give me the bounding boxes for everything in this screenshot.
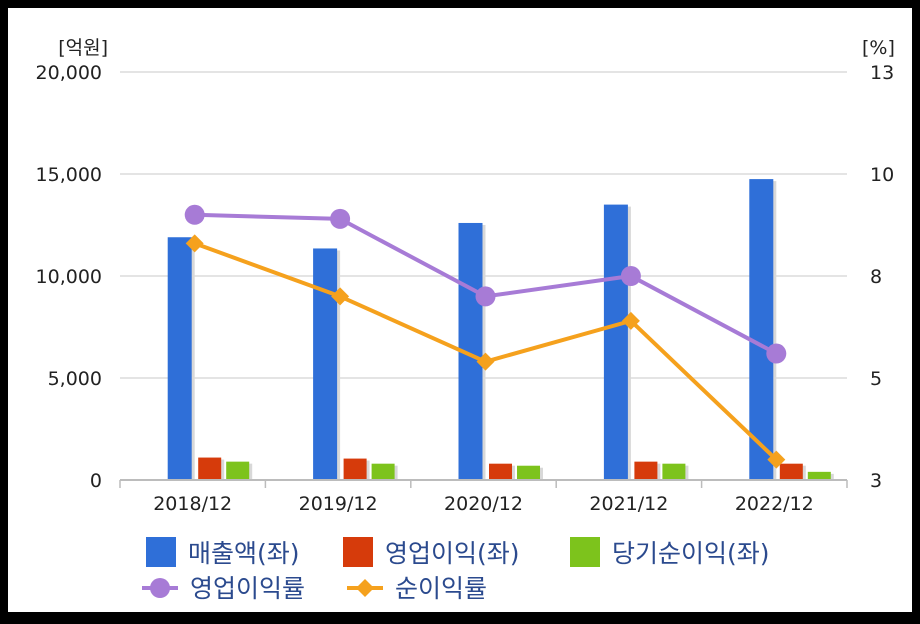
legend-swatch — [343, 537, 373, 567]
legend-label: 영업이익(좌) — [385, 539, 520, 568]
legend-label: 영업이익률 — [190, 574, 305, 603]
left-axis-unit: [억원] — [58, 37, 108, 59]
right-axis-unit: [%] — [862, 37, 895, 59]
legend-label: 순이익률 — [395, 574, 487, 603]
right-tick-label: 3 — [870, 470, 882, 492]
bar-당기순이익(좌) — [371, 463, 395, 480]
legend-swatch — [146, 537, 176, 567]
line-series — [184, 204, 787, 469]
point-순이익률 — [331, 287, 350, 306]
bar-당기순이익(좌) — [807, 471, 831, 480]
point-영업이익률 — [184, 204, 205, 225]
right-tick-label: 10 — [870, 164, 894, 186]
bar-영업이익(좌) — [779, 463, 803, 480]
x-tick-label: 2021/12 — [589, 493, 668, 515]
legend-label: 당기순이익(좌) — [612, 539, 770, 568]
bar-매출액(좌) — [603, 204, 628, 480]
bar-매출액(좌) — [167, 237, 192, 480]
x-tick-label: 2019/12 — [299, 493, 378, 515]
legend: 매출액(좌) 영업이익(좌) 당기순이익(좌) 영업이익률 순이익률 — [142, 537, 770, 603]
right-tick-label: 5 — [870, 368, 882, 390]
watermark: 부자의 책장 — [818, 580, 892, 598]
bar-영업이익(좌) — [489, 463, 512, 480]
left-tick-label: 20,000 — [36, 62, 102, 84]
x-axis-ticks: 2018/12 2019/12 2020/12 2021/12 2022/12 — [119, 480, 848, 515]
point-순이익률 — [767, 450, 786, 469]
right-tick-label: 8 — [870, 266, 882, 288]
bar-매출액(좌) — [749, 179, 774, 480]
point-순이익률 — [476, 352, 495, 371]
left-tick-label: 0 — [90, 470, 102, 492]
point-영업이익률 — [330, 208, 351, 229]
point-영업이익률 — [620, 266, 641, 286]
x-tick-label: 2020/12 — [444, 493, 523, 515]
point-영업이익률 — [766, 343, 787, 364]
bar-영업이익(좌) — [198, 457, 222, 480]
legend-label: 매출액(좌) — [188, 539, 300, 568]
legend-marker — [356, 579, 374, 597]
legend-swatch — [570, 537, 600, 567]
left-tick-label: 5,000 — [48, 368, 102, 390]
right-axis-labels: 3 5 8 10 13 — [870, 62, 894, 492]
point-순이익률 — [185, 234, 204, 253]
bar-영업이익(좌) — [343, 458, 367, 480]
left-tick-label: 15,000 — [36, 164, 102, 186]
left-tick-label: 10,000 — [36, 266, 102, 288]
bar-당기순이익(좌) — [517, 465, 540, 480]
bar-영업이익(좌) — [634, 461, 658, 480]
right-tick-label: 13 — [870, 62, 894, 84]
bar-당기순이익(좌) — [226, 461, 250, 480]
point-영업이익률 — [475, 286, 496, 307]
point-순이익률 — [621, 311, 640, 330]
x-tick-label: 2018/12 — [153, 493, 232, 515]
bar-당기순이익(좌) — [662, 463, 686, 480]
legend-marker — [150, 578, 170, 598]
left-axis-labels: 0 5,000 10,000 15,000 20,000 — [36, 62, 102, 492]
bar-매출액(좌) — [313, 248, 338, 480]
x-tick-label: 2022/12 — [735, 493, 814, 515]
